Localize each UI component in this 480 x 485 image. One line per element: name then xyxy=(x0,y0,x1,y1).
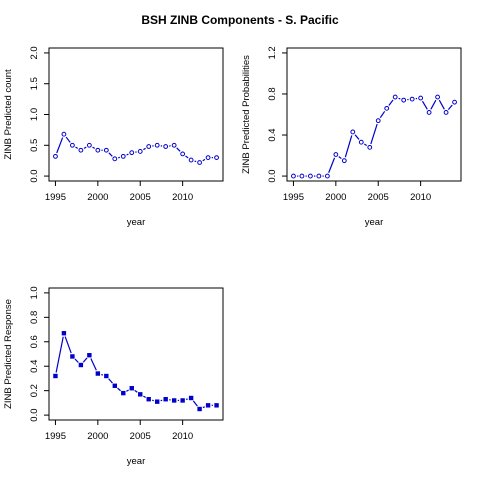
y-tick-label: 1.2 xyxy=(267,46,278,59)
y-tick-label: 0.8 xyxy=(267,87,278,100)
data-point xyxy=(163,397,167,401)
data-point xyxy=(121,391,125,395)
x-axis-label: year xyxy=(365,217,383,228)
x-axis-label: year xyxy=(127,456,145,467)
x-tick-label: 2010 xyxy=(410,192,431,203)
data-point xyxy=(113,384,117,388)
y-tick-label: 0.4 xyxy=(267,128,278,141)
data-point xyxy=(180,398,184,402)
x-tick-label: 2000 xyxy=(87,431,108,442)
x-axis-label: year xyxy=(127,217,145,228)
y-tick-label: 0.2 xyxy=(29,384,40,397)
y-tick-label: 0.0 xyxy=(29,409,40,422)
x-tick-label: 2005 xyxy=(130,431,151,442)
data-point xyxy=(155,399,159,403)
y-tick-label: 0.4 xyxy=(29,360,40,373)
y-tick-label: 0.0 xyxy=(267,169,278,182)
data-point xyxy=(214,403,218,407)
data-point xyxy=(138,392,142,396)
y-tick-label: 0.0 xyxy=(29,169,40,182)
series-segment xyxy=(127,154,129,155)
data-point xyxy=(70,354,74,358)
data-point xyxy=(130,386,134,390)
y-tick-label: 2.0 xyxy=(29,46,40,59)
x-tick-label: 2000 xyxy=(325,192,346,203)
x-tick-label: 2010 xyxy=(172,431,193,442)
y-tick-label: 1.0 xyxy=(29,108,40,121)
y-tick-label: 0.8 xyxy=(29,311,40,324)
y-tick-label: 1.5 xyxy=(29,77,40,90)
x-tick-label: 2005 xyxy=(368,192,389,203)
data-point xyxy=(104,374,108,378)
data-point xyxy=(189,396,193,400)
data-point xyxy=(197,407,201,411)
data-point xyxy=(79,363,83,367)
data-point xyxy=(206,403,210,407)
data-point xyxy=(172,398,176,402)
data-point xyxy=(53,374,57,378)
data-point xyxy=(96,371,100,375)
x-tick-label: 1995 xyxy=(45,192,66,203)
y-axis-label: ZINB Predicted Probabilities xyxy=(241,55,252,174)
x-tick-label: 2005 xyxy=(130,192,151,203)
y-tick-label: 0.6 xyxy=(29,335,40,348)
y-axis-label: ZINB Predicted count xyxy=(3,69,14,160)
figure-title: BSH ZINB Components - S. Pacific xyxy=(141,13,339,27)
x-tick-label: 1995 xyxy=(45,431,66,442)
y-tick-label: 1.0 xyxy=(29,286,40,299)
x-tick-label: 1995 xyxy=(283,192,304,203)
data-point xyxy=(62,331,66,335)
series-segment xyxy=(399,98,401,99)
y-tick-label: 0.5 xyxy=(29,139,40,152)
y-axis-label: ZINB Predicted Response xyxy=(3,299,14,409)
data-point xyxy=(87,353,91,357)
data-point xyxy=(147,397,151,401)
x-tick-label: 2000 xyxy=(87,192,108,203)
x-tick-label: 2010 xyxy=(172,192,193,203)
series-segment xyxy=(203,407,205,408)
